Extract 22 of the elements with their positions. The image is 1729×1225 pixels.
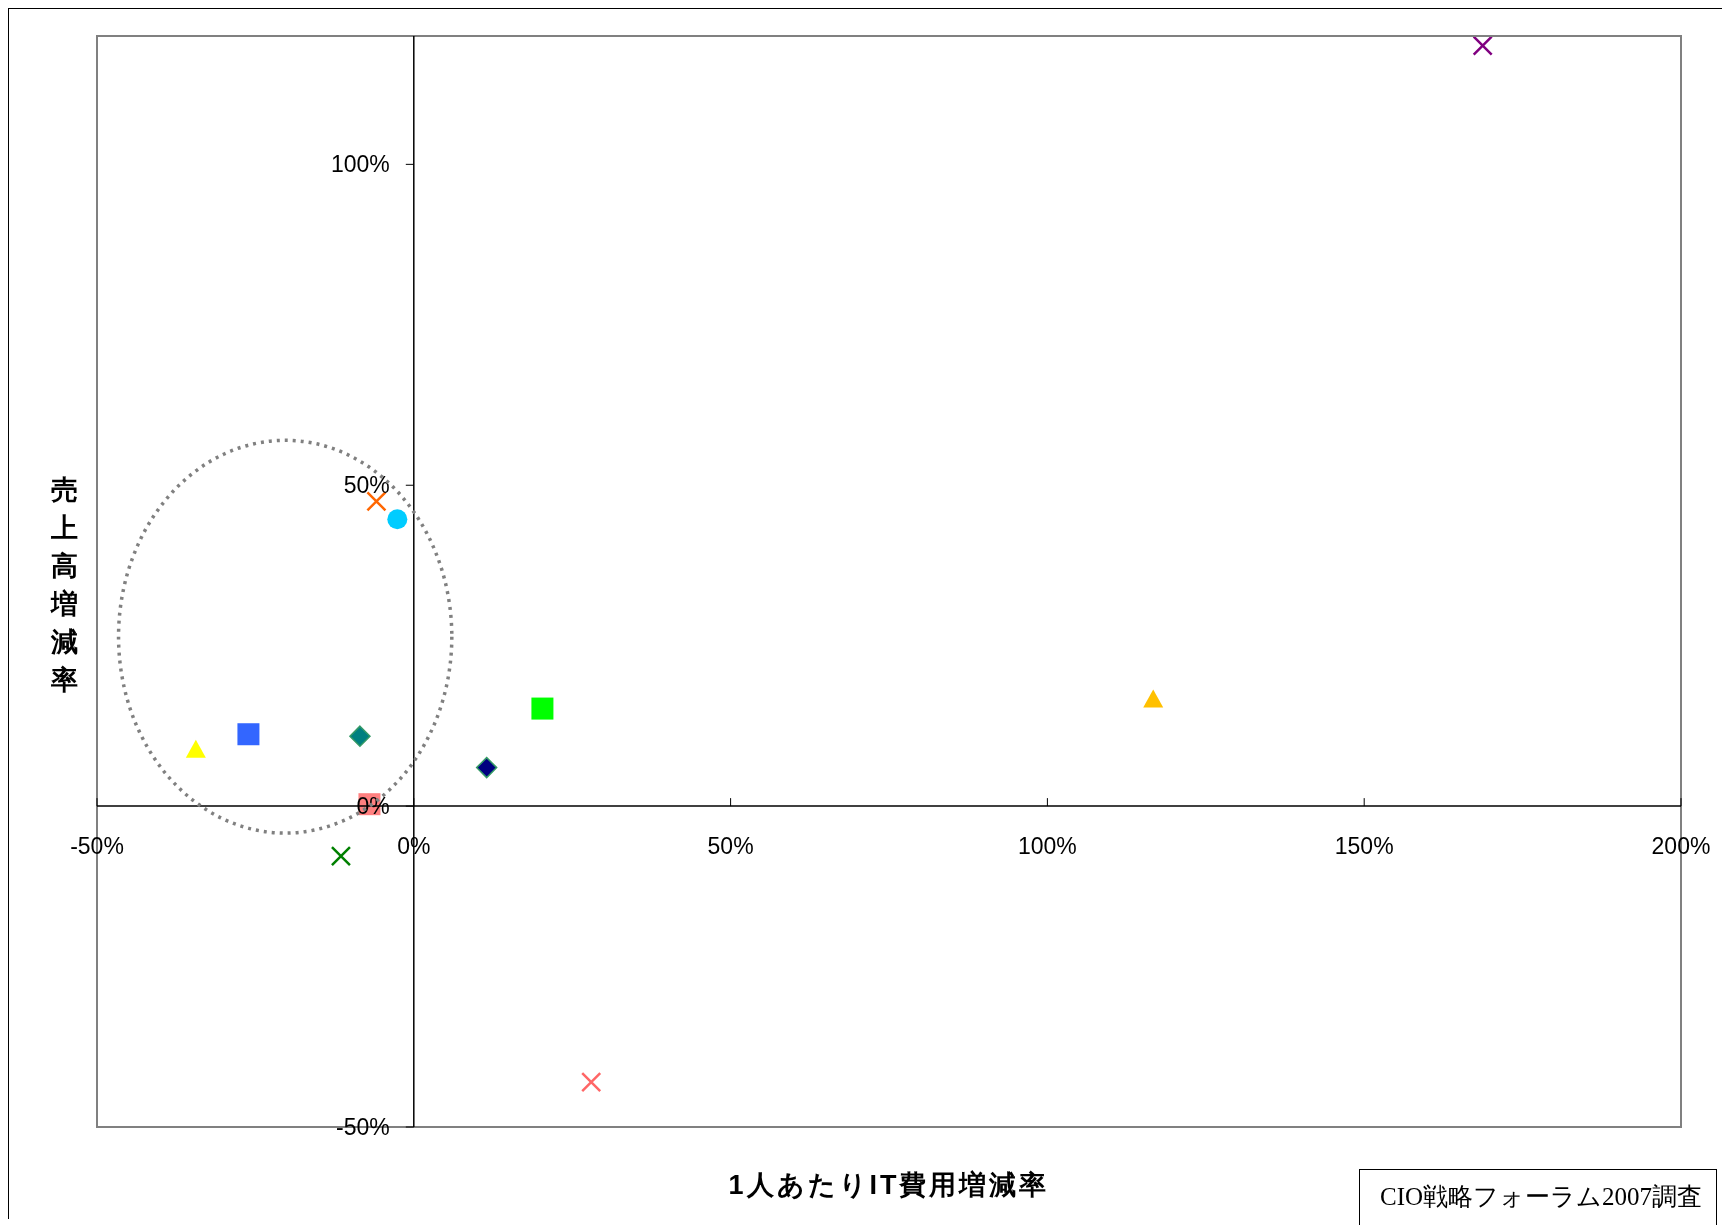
point bbox=[1472, 36, 1493, 56]
x-tick-label: 100% bbox=[1017, 833, 1077, 860]
point bbox=[387, 509, 408, 530]
y-tick-label: 100% bbox=[330, 151, 390, 178]
x-tick-label: 150% bbox=[1334, 833, 1394, 860]
point bbox=[349, 725, 371, 747]
point bbox=[531, 697, 554, 720]
x-tick-label: -50% bbox=[70, 833, 124, 860]
point bbox=[185, 739, 206, 758]
point bbox=[330, 845, 352, 867]
point bbox=[366, 491, 387, 512]
point bbox=[237, 723, 260, 746]
y-tick-label: -50% bbox=[336, 1114, 390, 1140]
x-axis-title: 1人あたりIT費用増減率 bbox=[728, 1170, 1050, 1200]
point bbox=[580, 1071, 602, 1093]
y-tick-label: 50% bbox=[343, 472, 390, 499]
x-tick-label: 200% bbox=[1651, 833, 1711, 860]
text: CIO戦略フォーラム2007調査 bbox=[1359, 1169, 1718, 1225]
point bbox=[475, 756, 498, 779]
x-tick-label: 50% bbox=[707, 833, 754, 860]
point bbox=[1143, 689, 1164, 708]
y-axis-title: 売上高増減率 bbox=[51, 474, 79, 697]
